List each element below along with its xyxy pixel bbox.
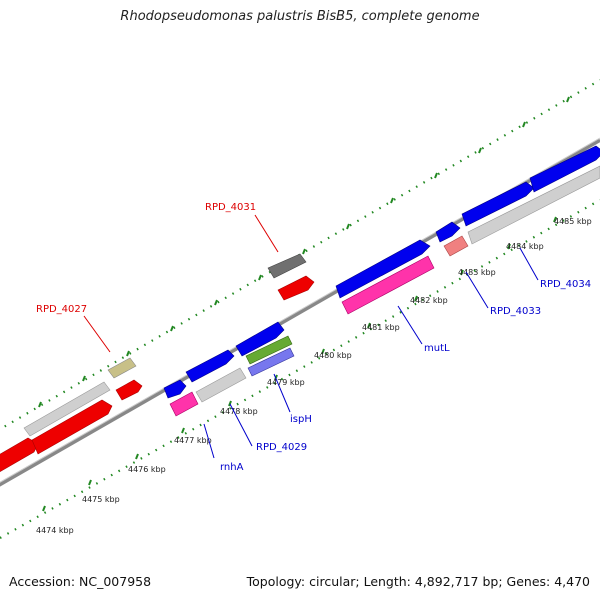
cds-blue-c — [235, 321, 285, 357]
gene-rpd4031-gray — [267, 253, 307, 279]
cds-red-1 — [0, 437, 39, 473]
gene-label-rpd4029: RPD_4029 — [256, 442, 307, 453]
gene-rpd4033-pink — [443, 235, 469, 257]
gene-mutl-magenta — [341, 255, 435, 315]
tick-label-4475: 4475 kbp — [82, 495, 120, 504]
cds-blue-b — [185, 349, 235, 383]
inner-strand-features — [163, 145, 600, 417]
tick-label-4480: 4480 kbp — [314, 351, 352, 360]
gene-label-rpd4034: RPD_4034 — [540, 279, 591, 290]
gene-rpd4027-olive — [107, 357, 137, 379]
gene-label-isph: ispH — [290, 414, 312, 425]
gene-isph-violet — [247, 347, 295, 377]
cds-blue-mutl — [335, 239, 431, 299]
tick-label-4476: 4476 kbp — [128, 465, 166, 474]
tick-label-4477: 4477 kbp — [174, 436, 212, 445]
tick-label-4482: 4482 kbp — [410, 296, 448, 305]
gene-label-mutl: mutL — [424, 343, 450, 354]
cds-blue-a — [163, 379, 187, 399]
gene-rpd4027-gray — [23, 381, 111, 437]
gene-rpd4034-gray — [467, 165, 600, 245]
map-title: Rhodopseudomonas palustris BisB5, comple… — [120, 9, 480, 24]
cds-blue-4033 — [435, 221, 461, 243]
cds-red-2 — [31, 399, 113, 455]
cds-blue-4034-a — [461, 181, 535, 227]
tick-label-4481: 4481 kbp — [362, 323, 400, 332]
accession-text: Accession: NC_007958 — [9, 574, 152, 589]
genome-summary-text: Topology: circular; Length: 4,892,717 bp… — [246, 574, 590, 589]
tick-labels: 4474 kbp 4475 kbp 4476 kbp 4477 kbp 4478… — [36, 217, 592, 535]
gene-label-rpd4031: RPD_4031 — [205, 202, 256, 213]
cds-red-3 — [115, 379, 143, 401]
gene-isph-green — [245, 335, 293, 365]
label-leader-lines — [83, 214, 539, 459]
outer-strand-features — [0, 253, 315, 473]
tick-label-4485: 4485 kbp — [554, 217, 592, 226]
cds-red-4031 — [277, 275, 315, 301]
cds-blue-4034-b — [529, 145, 600, 193]
tick-label-4474: 4474 kbp — [36, 526, 74, 535]
gene-rnha-magenta — [169, 391, 199, 417]
gene-label-rnha: rnhA — [220, 462, 244, 473]
gene-labels: RPD_4027 RPD_4031 rnhA RPD_4029 ispH mut… — [36, 202, 591, 473]
tick-label-4478: 4478 kbp — [220, 407, 258, 416]
tick-label-4484: 4484 kbp — [506, 242, 544, 251]
tick-label-4479: 4479 kbp — [267, 378, 305, 387]
outer-major-ticks — [38, 96, 570, 408]
gene-label-rpd4027: RPD_4027 — [36, 304, 87, 315]
gene-rpd4029-gray — [195, 367, 247, 403]
tick-label-4483: 4483 kbp — [458, 268, 496, 277]
gene-label-rpd4033: RPD_4033 — [490, 306, 541, 317]
